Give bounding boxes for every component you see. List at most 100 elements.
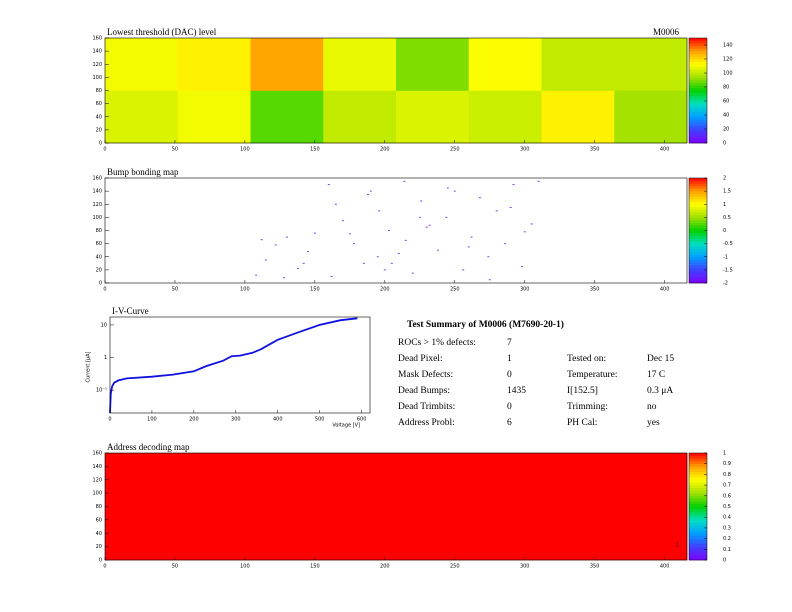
colorbar-label: 0.9 bbox=[723, 461, 731, 467]
scatter-point bbox=[509, 207, 512, 209]
colorbar-step bbox=[689, 45, 707, 49]
summary-cell: Dead Trimbits: bbox=[398, 402, 455, 412]
colorbar-step bbox=[689, 180, 707, 184]
scatter-point bbox=[520, 266, 523, 268]
scatter-point bbox=[467, 246, 470, 248]
heatmap-cell bbox=[105, 38, 179, 91]
y-tick-label: 140 bbox=[92, 49, 102, 55]
colorbar-step bbox=[689, 64, 707, 68]
x-tick-label: 100 bbox=[240, 564, 250, 570]
scatter-point bbox=[446, 187, 449, 189]
colorbar-step bbox=[689, 38, 707, 41]
colorbar-step bbox=[689, 209, 707, 213]
summary-cell: Tested on: bbox=[567, 354, 606, 364]
colorbar-label: 80 bbox=[723, 85, 729, 91]
heatmap-cell bbox=[250, 38, 324, 91]
colorbar-step bbox=[689, 98, 707, 102]
y-tick-label: 10 bbox=[101, 322, 107, 328]
scatter-point bbox=[537, 180, 540, 182]
x-tick-label: 250 bbox=[450, 287, 460, 293]
colorbar-step bbox=[689, 108, 707, 112]
y-axis-label: Current [μA] bbox=[86, 352, 92, 383]
heatmap-cell bbox=[177, 38, 251, 91]
x-tick-label: 150 bbox=[310, 147, 320, 153]
colorbar-step bbox=[689, 466, 707, 470]
colorbar-step bbox=[689, 114, 707, 118]
scatter-point bbox=[353, 243, 356, 245]
colorbar-step bbox=[689, 217, 707, 221]
colorbar-step bbox=[689, 490, 707, 494]
x-tick-label: 300 bbox=[231, 417, 241, 423]
colorbar-step bbox=[689, 511, 707, 515]
annotation: 1 bbox=[676, 543, 679, 549]
scatter-point bbox=[428, 224, 431, 226]
y-tick-label: 100 bbox=[92, 75, 102, 81]
scatter-point bbox=[523, 231, 526, 233]
heatmap-cell bbox=[177, 90, 251, 144]
x-tick-label: 200 bbox=[380, 564, 390, 570]
colorbar-label: 0.3 bbox=[723, 525, 731, 531]
x-tick-label: 300 bbox=[520, 287, 530, 293]
x-tick-label: 0 bbox=[103, 147, 106, 153]
colorbar-step bbox=[689, 227, 707, 231]
colorbar-step bbox=[689, 479, 707, 483]
colorbar-step bbox=[689, 95, 707, 99]
colorbar-label: 0.6 bbox=[723, 493, 731, 499]
colorbar-label: 1 bbox=[723, 202, 726, 208]
colorbar-label: 1 bbox=[723, 451, 726, 457]
x-tick-label: 300 bbox=[520, 147, 530, 153]
summary-title: Test Summary of M0006 (M7690-20-1) bbox=[407, 319, 564, 330]
colorbar-step bbox=[689, 135, 707, 139]
panel-title: Bump bonding map bbox=[107, 167, 179, 177]
x-tick-label: 250 bbox=[450, 564, 460, 570]
colorbar-step bbox=[689, 248, 707, 252]
scatter-point bbox=[362, 262, 365, 264]
colorbar-step bbox=[689, 463, 707, 467]
colorbar-label: 0.2 bbox=[723, 536, 731, 542]
y-tick-label: 60 bbox=[96, 101, 102, 107]
colorbar-label: 0.5 bbox=[723, 504, 731, 510]
colorbar-label: 0 bbox=[723, 228, 726, 234]
summary-cell: Dead Pixel: bbox=[398, 354, 443, 364]
colorbar-step bbox=[689, 543, 707, 547]
colorbar-step bbox=[689, 267, 707, 271]
colorbar-step bbox=[689, 59, 707, 62]
colorbar-step bbox=[689, 535, 707, 539]
y-tick-label: 120 bbox=[92, 202, 102, 208]
scatter-point bbox=[487, 256, 490, 258]
colorbar-label: 100 bbox=[723, 71, 733, 77]
scatter-point bbox=[504, 243, 507, 245]
scatter-point bbox=[453, 190, 456, 192]
colorbar-step bbox=[689, 183, 707, 187]
summary-cell: yes bbox=[647, 418, 660, 428]
heatmap-cell bbox=[541, 90, 615, 144]
heatmap-cell bbox=[614, 38, 688, 91]
colorbar-step bbox=[689, 80, 707, 83]
heatmap-cell bbox=[105, 453, 688, 561]
colorbar-label: -1 bbox=[723, 254, 728, 260]
panel-title: Address decoding map bbox=[107, 442, 190, 452]
y-tick-label: 160 bbox=[92, 176, 102, 182]
colorbar-step bbox=[689, 111, 707, 115]
colorbar-step bbox=[689, 477, 707, 481]
colorbar-step bbox=[689, 522, 707, 526]
x-tick-label: 300 bbox=[520, 564, 530, 570]
colorbar-step bbox=[689, 264, 707, 268]
colorbar-label: -1.5 bbox=[723, 267, 733, 273]
summary-cell: Trimming: bbox=[567, 402, 608, 412]
colorbar-step bbox=[689, 93, 707, 97]
iv-curve bbox=[109, 317, 358, 414]
colorbar-step bbox=[689, 48, 707, 52]
colorbar-step bbox=[689, 551, 707, 555]
summary-cell: 0 bbox=[507, 370, 512, 380]
x-tick-label: 0 bbox=[108, 417, 111, 423]
scatter-point bbox=[397, 252, 400, 254]
colorbar-step bbox=[689, 82, 707, 86]
colorbar-step bbox=[689, 277, 707, 281]
x-tick-label: 400 bbox=[273, 417, 283, 423]
heatmap-cell bbox=[614, 90, 688, 144]
heatmap-cell bbox=[323, 90, 397, 144]
y-tick-label: 160 bbox=[92, 36, 102, 42]
scatter-point bbox=[420, 200, 423, 202]
colorbar-step bbox=[689, 132, 707, 136]
